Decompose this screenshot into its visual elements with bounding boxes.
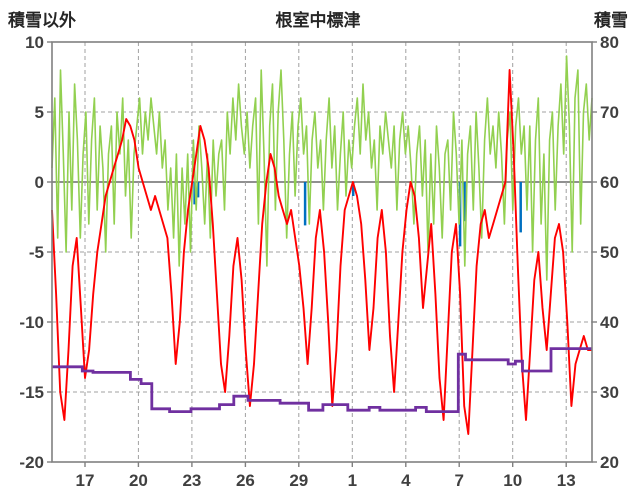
x-axis-labels: 17 20 23 26 29 1 4 7 10 13 bbox=[76, 462, 576, 490]
y-axis-right-labels: 80 70 60 50 40 30 20 bbox=[592, 33, 619, 472]
x-tick-label: 4 bbox=[401, 471, 411, 490]
x-tick-label: 7 bbox=[454, 471, 463, 490]
y-left-tick-label: 10 bbox=[25, 33, 44, 52]
green-line bbox=[51, 55, 593, 281]
red-line bbox=[51, 69, 592, 435]
y-right-tick-label: 70 bbox=[600, 103, 619, 122]
left-axis-title: 積雪以外 bbox=[8, 11, 76, 30]
x-tick-label: 13 bbox=[557, 471, 576, 490]
y-left-tick-label: -15 bbox=[19, 383, 44, 402]
purple-step-line bbox=[52, 347, 592, 414]
y-right-tick-label: 30 bbox=[600, 383, 619, 402]
y-right-tick-label: 20 bbox=[600, 453, 619, 472]
x-tick-label: 17 bbox=[76, 471, 95, 490]
y-right-tick-label: 40 bbox=[600, 313, 619, 332]
y-left-tick-label: -10 bbox=[19, 313, 44, 332]
x-tick-label: 1 bbox=[348, 471, 357, 490]
y-right-tick-label: 60 bbox=[600, 173, 619, 192]
blue-bars bbox=[193, 182, 522, 247]
y-axis-left-labels: 10 5 0 -5 -10 -15 -20 bbox=[19, 33, 52, 472]
x-tick-label: 23 bbox=[182, 471, 201, 490]
right-axis-title: 積雪 bbox=[594, 11, 628, 30]
y-left-tick-label: -5 bbox=[29, 243, 44, 262]
y-right-tick-label: 50 bbox=[600, 243, 619, 262]
y-right-tick-label: 80 bbox=[600, 33, 619, 52]
y-left-tick-label: 5 bbox=[35, 103, 44, 122]
x-tick-label: 26 bbox=[236, 471, 255, 490]
chart-title: 根室中標津 bbox=[275, 11, 361, 30]
y-left-tick-label: 0 bbox=[35, 173, 44, 192]
y-left-tick-label: -20 bbox=[19, 453, 44, 472]
x-tick-label: 20 bbox=[129, 471, 148, 490]
x-tick-label: 29 bbox=[289, 471, 308, 490]
x-tick-label: 10 bbox=[503, 471, 522, 490]
